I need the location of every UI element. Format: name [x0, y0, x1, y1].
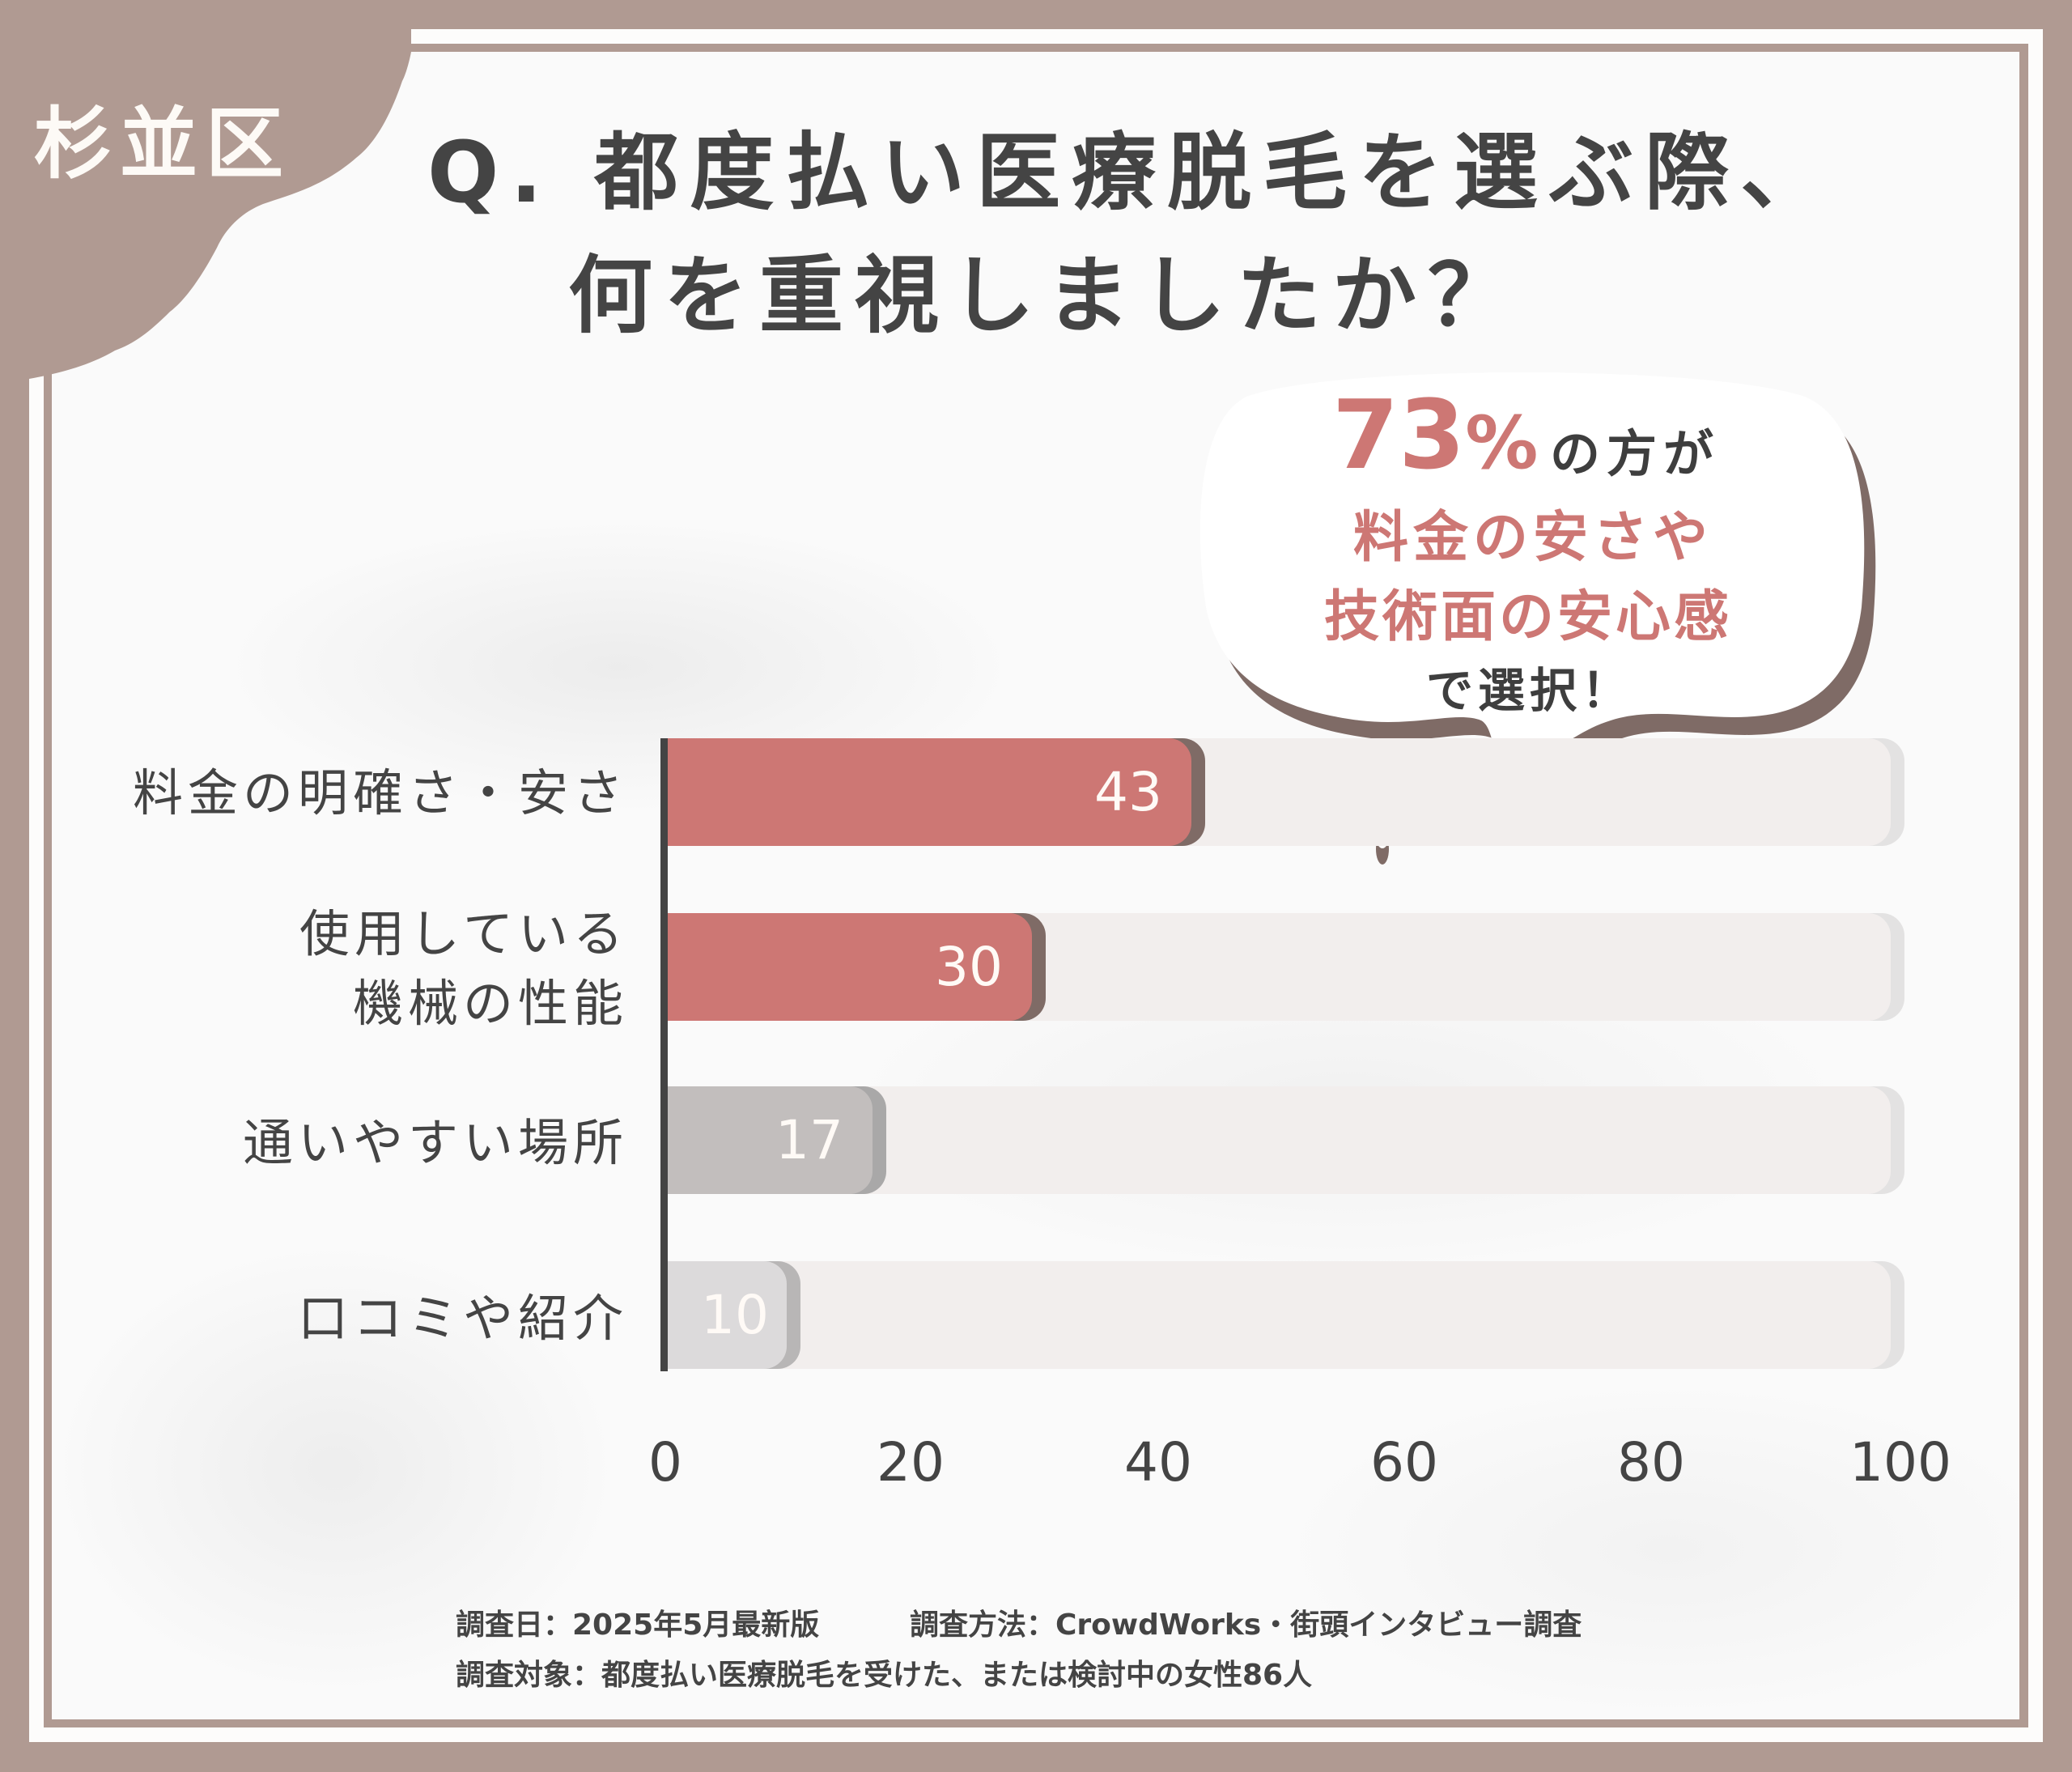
bar-convenient-location: 17 [668, 1086, 873, 1194]
category-label: 使用している [299, 904, 628, 963]
x-tick-label: 60 [1370, 1431, 1438, 1494]
callout-highlight-line2: 技術面の安心感 [1324, 585, 1733, 649]
callout-percentage: 73% [1332, 379, 1538, 491]
category-label: 口コミや紹介 [297, 1289, 628, 1348]
callout-percent-sign: % [1465, 401, 1539, 486]
callout-suffix: の方が [1550, 424, 1721, 483]
x-tick-label: 40 [1124, 1431, 1192, 1494]
callout-closing: で選択！ [1426, 663, 1634, 718]
y-axis-line [660, 738, 668, 1371]
category-label: 通いやすい場所 [242, 1113, 628, 1172]
bar-reviews-referral: 10 [668, 1261, 787, 1369]
question-title-line1: Q. 都度払い医療脱毛を選ぶ際、 [427, 123, 1836, 222]
x-tick-label: 80 [1617, 1431, 1685, 1494]
speech-bubble [1199, 372, 1876, 786]
survey-target: 調査対象：都度払い医療脱毛を受けた、または検討中の女性86人 [456, 1659, 1313, 1692]
corner-blob-decoration [0, 0, 453, 405]
x-tick-label: 0 [648, 1431, 682, 1494]
category-label: 料金の明確さ・安さ [132, 763, 628, 822]
bar-machine-performance: 30 [668, 913, 1032, 1021]
x-tick-label: 20 [877, 1431, 945, 1494]
question-title-line2: 何を重視しましたか？ [568, 246, 1524, 345]
bar-value: 10 [701, 1284, 769, 1346]
survey-method: 調査方法：CrowdWorks・街頭インタビュー調査 [910, 1608, 1582, 1642]
card-background [52, 52, 2019, 1719]
callout-highlight-line1: 料金の安さや [1353, 506, 1713, 570]
x-tick-label: 100 [1849, 1431, 1951, 1494]
ward-badge-label: 杉並区 [34, 99, 291, 189]
callout-percent-number: 73 [1332, 379, 1466, 491]
bar-value: 17 [775, 1109, 843, 1171]
bar-track [664, 1261, 1891, 1369]
bar-value: 30 [935, 936, 1003, 998]
category-label: 機械の性能 [352, 974, 628, 1033]
bar-value: 43 [1094, 761, 1162, 823]
survey-date: 調査日：2025年5月最新版 [456, 1608, 820, 1642]
bar-price-clarity: 43 [668, 738, 1191, 846]
